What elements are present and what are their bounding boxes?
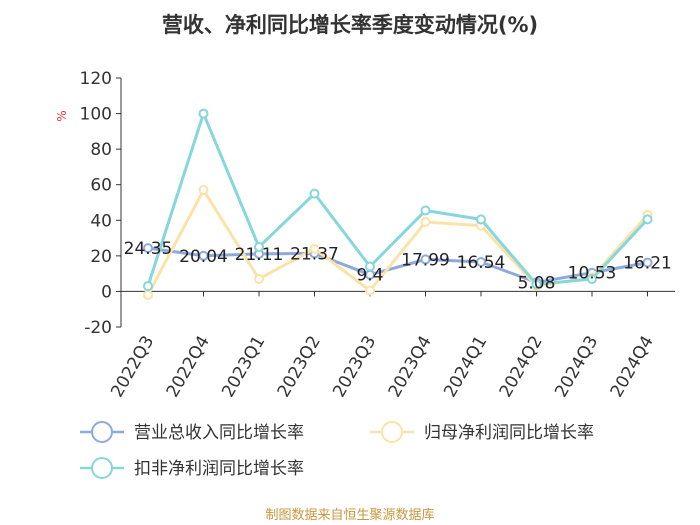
data-point-0[interactable] [642, 257, 653, 268]
y-tick-label: 100 [80, 105, 112, 125]
x-tick-label: 2022Q4 [163, 333, 214, 401]
legend-marker [91, 421, 113, 443]
data-label: 16.21 [623, 254, 672, 274]
data-point-2[interactable] [198, 108, 209, 119]
x-tick-label: 2024Q4 [607, 333, 658, 401]
data-point-0[interactable] [476, 257, 486, 268]
x-tick-label: 2022Q3 [107, 333, 158, 401]
data-point-2[interactable] [642, 214, 653, 225]
y-tick-label: -20 [84, 318, 112, 338]
data-point-2[interactable] [531, 279, 542, 290]
legend-label: 归母净利润同比增长率 [424, 423, 594, 443]
x-tick-label: 2024Q3 [551, 333, 602, 401]
y-tick-label: 80 [90, 140, 112, 160]
data-point-1[interactable] [365, 285, 375, 296]
data-point-2[interactable] [254, 241, 264, 252]
legend-label: 扣非净利润同比增长率 [134, 459, 304, 479]
y-axis: 120 100 80 60 40 20 0 -20 [80, 69, 122, 338]
data-point-2[interactable] [587, 273, 597, 284]
data-point-2[interactable] [365, 261, 375, 272]
legend-marker [381, 421, 403, 443]
legend-label: 营业总收入同比增长率 [134, 423, 304, 443]
y-tick-label: 0 [101, 282, 112, 302]
y-tick-label: 60 [90, 176, 112, 196]
series-group: 24.35 20.04 21.11 21.37 9.4 17.99 16.54 5.08 10.… [124, 108, 672, 300]
x-tick-label: 2023Q3 [329, 333, 380, 401]
data-label: 5.08 [518, 273, 556, 293]
x-axis: 2022Q3 2022Q4 2023Q1 2023Q2 2023Q3 2023Q4 2024… [107, 290, 675, 401]
series-line-0 [147, 246, 648, 284]
data-point-0[interactable] [198, 250, 209, 261]
data-point-0[interactable] [143, 243, 153, 254]
x-tick-label: 2023Q1 [218, 333, 269, 401]
y-tick-label: 40 [90, 211, 112, 231]
y-tick-label: 20 [90, 247, 112, 267]
data-label: 21.11 [235, 245, 284, 265]
data-point-1[interactable] [309, 243, 320, 254]
data-point-2[interactable] [143, 281, 153, 292]
data-point-1[interactable] [254, 273, 264, 284]
data-label: 10.53 [568, 264, 617, 284]
y-axis-unit: % [55, 110, 69, 121]
legend-marker [91, 457, 113, 479]
data-label: 20.04 [179, 247, 228, 267]
data-point-2[interactable] [420, 205, 431, 216]
data-point-2[interactable] [476, 214, 486, 225]
x-tick-label: 2024Q1 [440, 333, 491, 401]
legend-item-1[interactable]: 归母净利润同比增长率 [370, 421, 594, 443]
data-label: 16.54 [457, 253, 506, 273]
series-line-2 [146, 112, 649, 287]
data-point-0[interactable] [420, 254, 431, 265]
x-tick-label: 2024Q2 [496, 333, 547, 401]
legend-item-0[interactable]: 营业总收入同比增长率 [80, 421, 304, 443]
data-point-1[interactable] [420, 217, 431, 228]
data-label: 24.35 [124, 239, 173, 259]
data-label: 9.4 [356, 266, 383, 286]
data-label: 21.37 [290, 244, 339, 264]
source-note: 制图数据来自恒生聚源数据库 [265, 507, 434, 523]
x-tick-label: 2023Q2 [274, 333, 325, 401]
data-point-2[interactable] [309, 188, 320, 199]
data-label: 17.99 [401, 250, 450, 270]
data-point-1[interactable] [143, 289, 153, 300]
legend-item-2[interactable]: 扣非净利润同比增长率 [80, 457, 304, 479]
data-point-1[interactable] [198, 185, 209, 196]
y-tick-label: 120 [80, 69, 112, 89]
x-tick-label: 2023Q4 [385, 333, 436, 401]
chart-title: 营收、净利同比增长率季度变动情况(%) [162, 13, 538, 37]
